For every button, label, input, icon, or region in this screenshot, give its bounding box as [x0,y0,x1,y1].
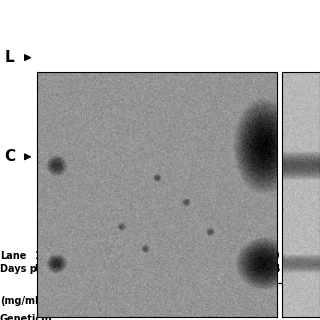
Text: C: C [4,149,15,164]
Text: 10: 10 [267,251,280,261]
Text: 5: 5 [110,251,117,261]
Text: Days p.i.: Days p.i. [0,264,48,274]
Text: 24: 24 [166,264,180,274]
Text: 6: 6 [129,251,136,261]
Text: 7: 7 [149,251,156,261]
Text: 8: 8 [169,251,176,261]
Text: 9: 9 [249,251,256,261]
Text: 24: 24 [294,264,308,274]
Text: (mg/ml): (mg/ml) [0,296,43,306]
Text: 1: 1 [270,275,277,285]
Text: 4: 4 [70,264,77,274]
Text: 1: 1 [35,251,42,261]
Text: 0: 0 [140,275,148,285]
Text: 4: 4 [89,251,96,261]
Text: 7: 7 [110,264,117,274]
Text: 2: 2 [52,251,60,261]
Text: L: L [5,50,14,65]
Text: 1: 1 [52,264,60,274]
Text: 1: 1 [297,275,304,285]
Text: Lane: Lane [0,251,26,261]
Text: 17: 17 [146,264,160,274]
Text: 24: 24 [267,264,280,274]
Text: 4: 4 [89,264,96,274]
Text: 24: 24 [246,264,260,274]
Text: 12: 12 [126,264,140,274]
Text: U: U [35,264,42,274]
Text: 0.4: 0.4 [244,275,261,285]
Text: 11: 11 [294,251,308,261]
Text: 0.4: 0.4 [91,275,108,285]
Text: 3: 3 [70,251,77,261]
Text: Geneticin: Geneticin [0,314,52,320]
Text: 0: 0 [65,275,72,285]
